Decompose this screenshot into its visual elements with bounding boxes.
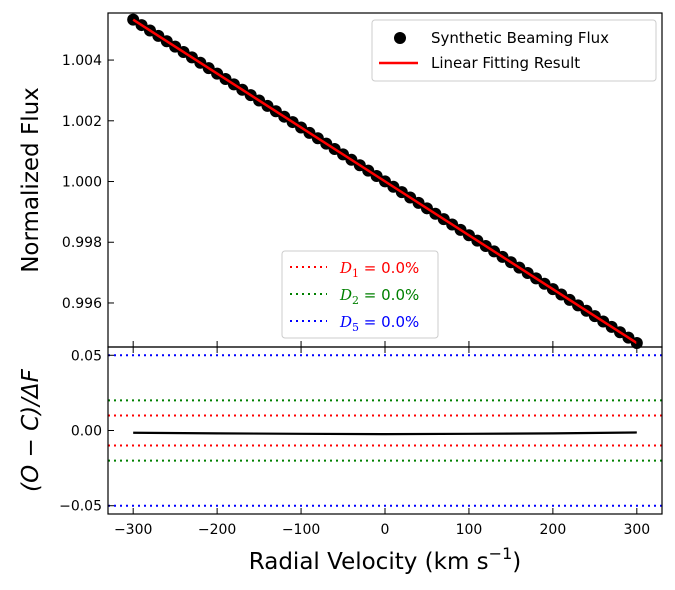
bottom-panel: −0.05 0.00 0.05 −300 −200 −100 0 100 200 300 (O − …: [18, 346, 663, 575]
x-tick-label: −300: [114, 522, 152, 538]
bottom-y-axis-title: (O − C)/ΔF: [18, 368, 44, 491]
legend-label-points: Synthetic Beaming Flux: [431, 29, 609, 47]
x-tick-label: 0: [381, 522, 390, 538]
threshold-legend-label: D2 = 0.0%: [339, 286, 419, 307]
top-y-axis-title: Normalized Flux: [18, 87, 44, 273]
y-tick-label: 1.000: [62, 175, 102, 191]
legend-box: [371, 19, 657, 82]
main-legend: Synthetic Beaming Flux Linear Fitting Res…: [371, 19, 657, 82]
y-tick-label: 0.00: [71, 424, 102, 440]
threshold-legend: D1 = 0.0% D2 = 0.0% D5 = 0.0%: [281, 250, 439, 339]
y-tick-label: 1.002: [62, 114, 102, 130]
x-tick-label: 200: [540, 522, 567, 538]
y-tick-label: −0.05: [59, 499, 102, 515]
top-panel: 0.996 0.998 1.000 1.002 1.004 Normalized Flux…: [18, 12, 663, 350]
legend-marker-points: [394, 32, 406, 44]
x-axis-title: Radial Velocity (km s−1): [249, 544, 521, 575]
x-tick-label: 100: [456, 522, 483, 538]
y-tick-label: 0.998: [62, 235, 102, 251]
y-tick-label: 1.004: [62, 53, 102, 69]
x-tick-label: −100: [282, 522, 320, 538]
bottom-plot-frame: [107, 346, 663, 515]
x-tick-label: 300: [623, 522, 650, 538]
legend-label-line: Linear Fitting Result: [431, 54, 580, 72]
threshold-legend-box: [281, 250, 439, 339]
threshold-legend-label: D5 = 0.0%: [339, 313, 419, 334]
threshold-legend-label: D1 = 0.0%: [339, 259, 419, 280]
y-tick-label: 0.996: [62, 296, 102, 312]
x-tick-label: −200: [198, 522, 236, 538]
y-tick-label: 0.05: [71, 348, 102, 364]
residual-line: [133, 431, 637, 436]
linear-fit-line: [132, 18, 638, 345]
